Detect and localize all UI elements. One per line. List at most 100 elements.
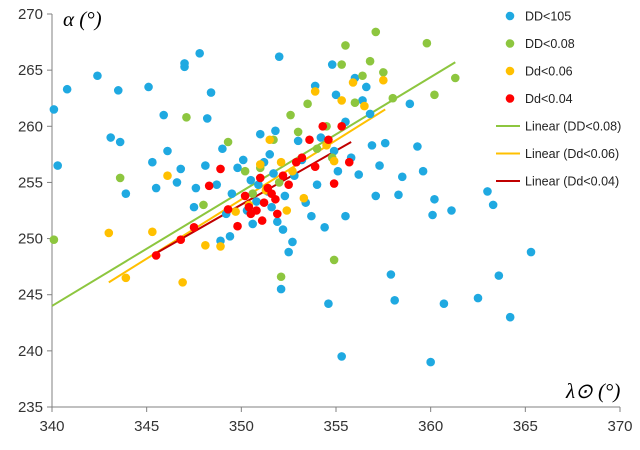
point-series-0 <box>271 126 280 136</box>
point-series-0 <box>176 164 186 174</box>
point-series-2 <box>201 241 210 250</box>
point-series-0 <box>405 99 415 109</box>
point-series-1 <box>388 93 398 103</box>
point-series-0 <box>394 190 403 200</box>
point-series-2 <box>310 87 320 96</box>
point-series-1 <box>223 137 233 147</box>
y-tick-label: 250 <box>18 231 43 248</box>
point-series-3 <box>233 221 242 231</box>
point-series-1 <box>329 255 339 265</box>
x-tick-label: 355 <box>323 418 348 435</box>
point-series-2 <box>337 96 346 105</box>
point-series-0 <box>280 191 290 201</box>
point-series-3 <box>337 121 346 131</box>
points-group <box>49 27 536 367</box>
legend-marker-0 <box>505 11 515 21</box>
point-series-0 <box>390 296 399 305</box>
legend-label: Dd<0.06 <box>525 65 573 79</box>
legend-label: Linear (Dd<0.06) <box>525 147 619 161</box>
x-tick-label: 350 <box>229 418 254 435</box>
point-series-2 <box>121 273 131 283</box>
point-series-2 <box>276 157 286 167</box>
point-series-0 <box>418 166 428 176</box>
point-series-2 <box>282 206 292 215</box>
point-series-1 <box>199 200 208 210</box>
point-series-0 <box>284 247 293 257</box>
point-series-3 <box>271 194 280 204</box>
point-series-2 <box>265 135 275 145</box>
y-tick-label: 240 <box>18 343 43 360</box>
point-series-0 <box>206 88 216 97</box>
point-series-1 <box>303 99 312 109</box>
trendline-2 <box>153 141 352 256</box>
point-series-3 <box>318 121 328 131</box>
point-series-0 <box>312 180 322 189</box>
point-series-1 <box>274 178 284 187</box>
x-tick-label: 360 <box>418 418 443 435</box>
point-series-3 <box>255 173 265 183</box>
point-series-0 <box>212 180 222 189</box>
legend-marker-3 <box>505 94 515 103</box>
point-series-3 <box>310 162 320 172</box>
trendline-0 <box>51 61 456 307</box>
point-series-1 <box>358 71 367 81</box>
point-series-0 <box>386 270 396 279</box>
point-series-0 <box>238 155 248 165</box>
point-series-0 <box>172 178 182 187</box>
point-series-0 <box>361 82 371 92</box>
point-series-0 <box>248 219 257 229</box>
legend-marker-2 <box>505 66 515 76</box>
point-series-1 <box>286 110 295 120</box>
point-series-0 <box>331 90 341 100</box>
x-tick-label: 340 <box>39 418 64 435</box>
point-series-2 <box>299 193 309 203</box>
point-series-3 <box>176 235 186 244</box>
point-series-0 <box>269 169 278 178</box>
point-series-3 <box>324 135 333 145</box>
point-series-0 <box>195 49 204 58</box>
point-series-0 <box>288 237 297 247</box>
y-tick-label: 265 <box>18 62 43 79</box>
point-series-1 <box>341 41 350 50</box>
point-series-0 <box>113 86 123 95</box>
tick-labels-group: 235 240 245 250 255 260 265 270 340 345 350 355 360 3… <box>18 6 633 435</box>
y-tick-label: 245 <box>18 287 43 304</box>
legend-label: Linear (DD<0.08) <box>525 120 621 134</box>
point-series-2 <box>329 156 339 166</box>
point-series-1 <box>371 27 381 37</box>
point-series-3 <box>305 135 314 145</box>
point-series-2 <box>348 78 358 87</box>
point-series-0 <box>180 59 189 68</box>
point-series-0 <box>439 299 449 308</box>
point-series-0 <box>367 141 377 150</box>
point-series-1 <box>337 60 346 69</box>
point-series-1 <box>379 68 388 77</box>
point-series-3 <box>284 180 293 189</box>
point-series-0 <box>148 157 157 167</box>
point-series-0 <box>426 357 435 367</box>
point-series-0 <box>53 161 62 170</box>
y-axis-title: α (°) <box>63 7 102 31</box>
legend-marker-1 <box>505 39 515 48</box>
point-series-0 <box>62 84 72 94</box>
point-series-0 <box>307 211 316 221</box>
point-series-3 <box>204 181 214 191</box>
point-series-0 <box>380 138 390 148</box>
point-series-0 <box>488 200 498 210</box>
point-series-3 <box>297 153 307 163</box>
point-series-0 <box>324 299 333 308</box>
point-series-2 <box>104 228 114 238</box>
legend-label: Linear (Dd<0.04) <box>525 175 619 189</box>
point-series-0 <box>254 180 263 189</box>
point-series-0 <box>333 166 343 176</box>
point-series-0 <box>189 202 199 212</box>
point-series-0 <box>163 146 172 156</box>
x-tick-label: 345 <box>134 418 159 435</box>
point-series-3 <box>252 206 261 215</box>
point-series-0 <box>447 206 456 215</box>
y-tick-label: 255 <box>18 174 43 191</box>
point-series-2 <box>216 242 225 251</box>
point-series-3 <box>273 209 282 219</box>
point-series-0 <box>191 183 201 193</box>
